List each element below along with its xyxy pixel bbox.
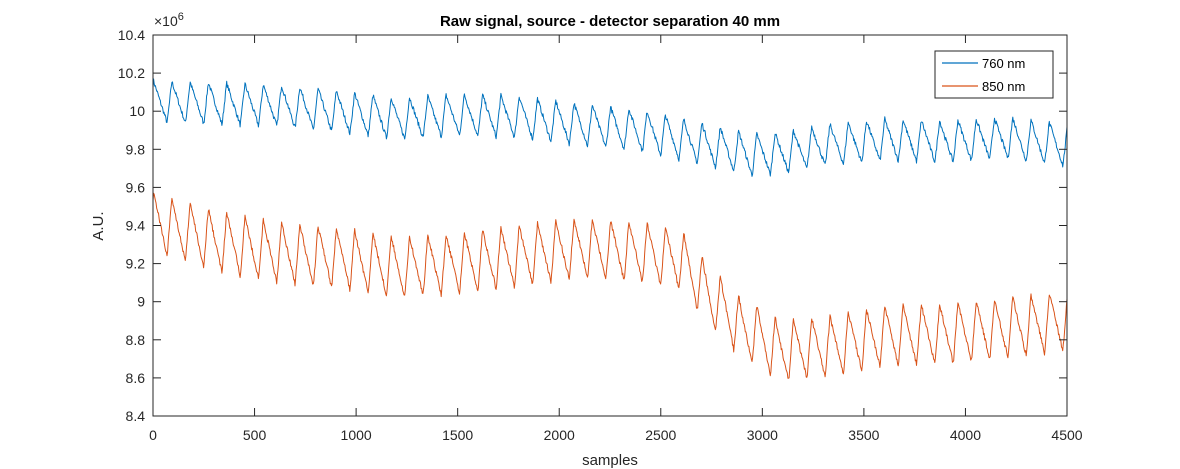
x-tick-label: 3000 [747, 427, 778, 443]
x-tick-label: 2500 [645, 427, 676, 443]
plot-frame [152, 34, 1068, 417]
y-axis-label: A.U. [90, 211, 107, 240]
y-tick-label: 8.8 [126, 332, 146, 348]
y-tick-label: 9.4 [126, 218, 146, 234]
series-line-850nm [152, 192, 1068, 379]
series-layer [152, 78, 1068, 379]
x-tick-label: 2000 [544, 427, 575, 443]
y-tick-label: 9.2 [126, 256, 146, 272]
y-tick-label: 10 [129, 103, 145, 119]
x-tick-label: 3500 [848, 427, 879, 443]
y-tick-label: 8.6 [126, 370, 146, 386]
x-tick-label: 500 [243, 427, 267, 443]
y-exponent-label: ×106 [154, 11, 184, 29]
legend-label-850nm: 850 nm [982, 79, 1025, 94]
x-axis-label: samples [582, 452, 638, 469]
y-tick-label: 9.8 [126, 141, 146, 157]
y-tick-label: 8.4 [126, 408, 146, 424]
x-tick-label: 0 [149, 427, 157, 443]
y-tick-label: 9 [137, 294, 145, 310]
legend: 760 nm 850 nm [934, 50, 1054, 99]
tick-layer: 0 500 1000 1500 2000 2500 3000 3500 4000 4500 8.4 8… [118, 27, 1083, 443]
x-tick-label: 1500 [442, 427, 473, 443]
y-tick-label: 10.2 [118, 65, 145, 81]
series-line-760nm [152, 78, 1068, 177]
legend-label-760nm: 760 nm [982, 56, 1025, 71]
y-tick-label: 9.6 [126, 179, 146, 195]
x-tick-label: 4500 [1051, 427, 1082, 443]
y-exponent-base: ×10 [154, 13, 178, 29]
x-tick-label: 4000 [950, 427, 981, 443]
chart-title: Raw signal, source - detector separation… [440, 13, 780, 30]
legend-box [934, 50, 1054, 99]
x-tick-label: 1000 [341, 427, 372, 443]
y-tick-label: 10.4 [118, 27, 145, 43]
y-exponent-power: 6 [178, 11, 184, 23]
